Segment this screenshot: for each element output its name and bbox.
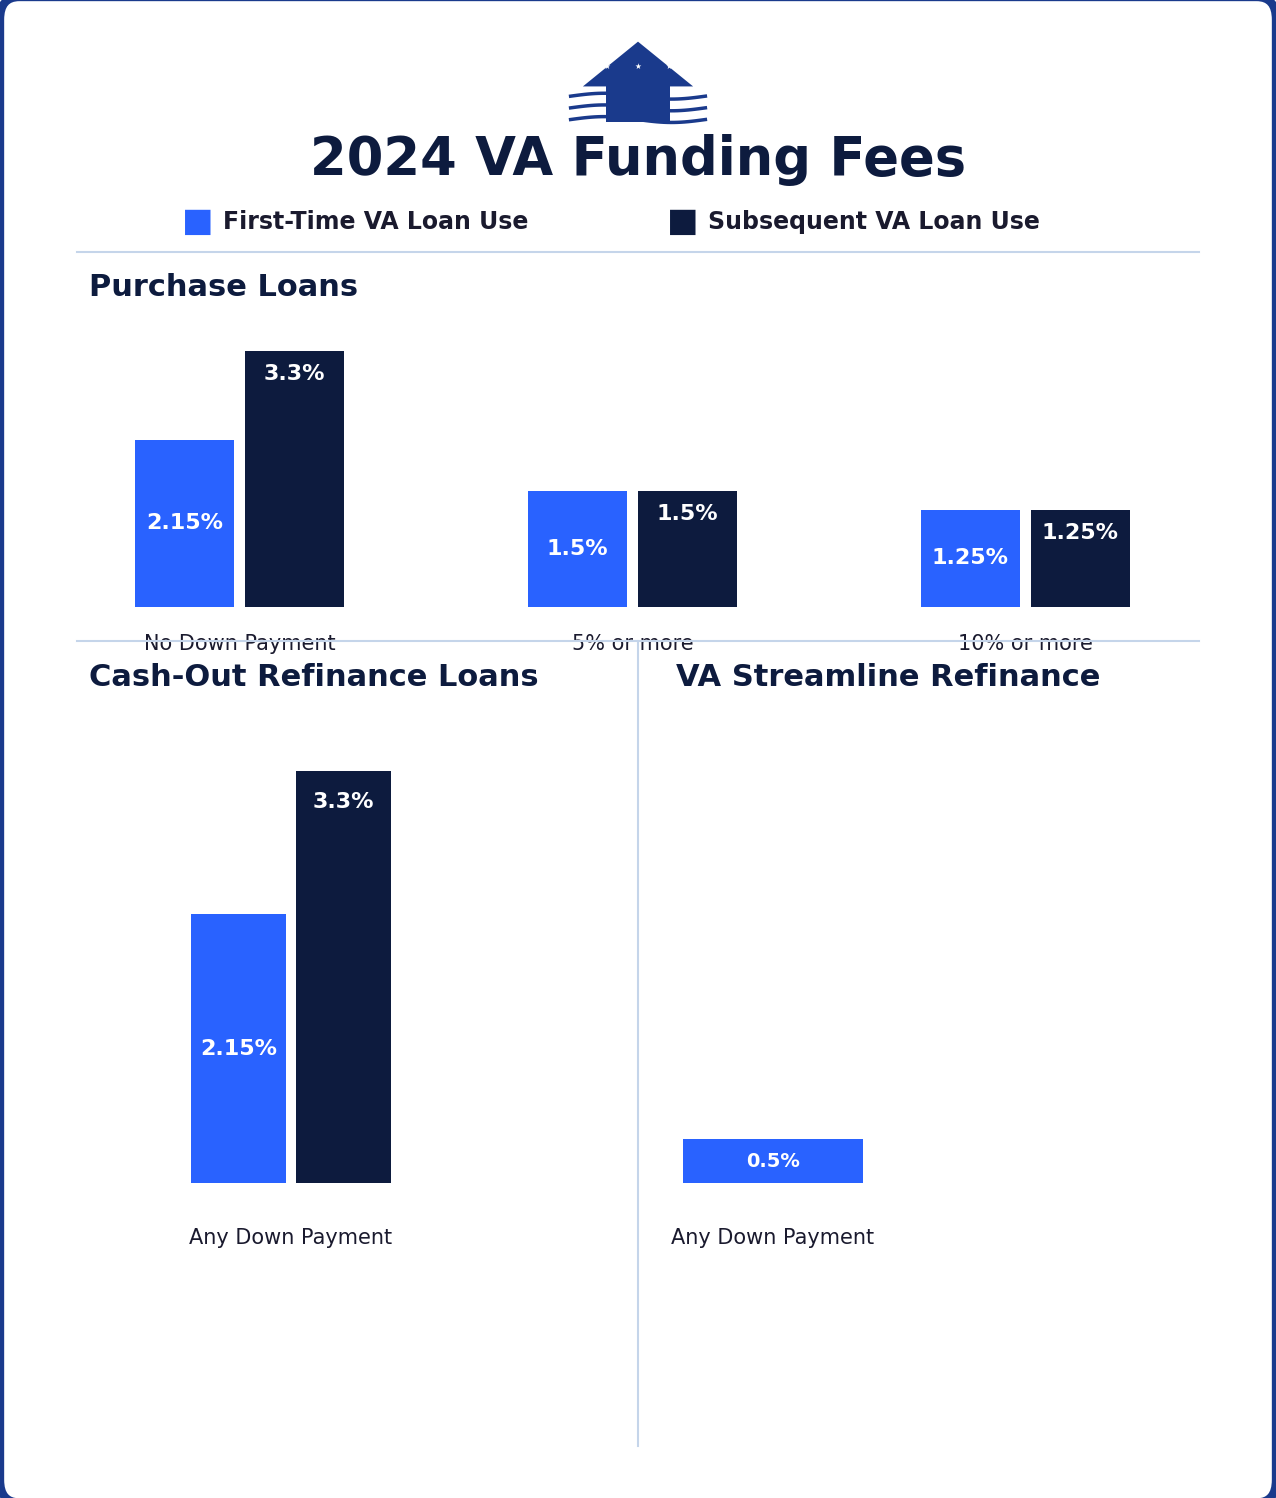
Text: Cash-Out Refinance Loans: Cash-Out Refinance Loans	[89, 662, 538, 692]
FancyBboxPatch shape	[606, 85, 670, 123]
Text: 1.5%: 1.5%	[546, 539, 609, 559]
Text: ★: ★	[665, 61, 672, 70]
Text: 10% or more: 10% or more	[958, 635, 1092, 655]
Text: 1.25%: 1.25%	[931, 548, 1009, 568]
Bar	[528, 490, 627, 607]
Text: 1.5%: 1.5%	[657, 503, 718, 524]
Bar	[191, 914, 286, 1183]
Text: 1.25%: 1.25%	[1042, 523, 1119, 542]
Text: 3.3%: 3.3%	[264, 364, 325, 385]
Text: 2.15%: 2.15%	[145, 514, 223, 533]
Text: 5% or more: 5% or more	[572, 635, 693, 655]
Text: Any Down Payment: Any Down Payment	[189, 1228, 393, 1248]
Text: 3.3%: 3.3%	[313, 792, 374, 812]
Bar	[683, 1138, 863, 1183]
Bar	[638, 490, 736, 607]
Text: Purchase Loans: Purchase Loans	[89, 273, 359, 303]
Text: First-Time VA Loan Use: First-Time VA Loan Use	[223, 210, 528, 234]
Text: 2.15%: 2.15%	[200, 1040, 277, 1059]
Text: VA Streamline Refinance: VA Streamline Refinance	[676, 662, 1101, 692]
Text: ★: ★	[604, 61, 611, 70]
Bar	[296, 770, 390, 1183]
Bar	[245, 351, 343, 607]
Bar	[135, 440, 234, 607]
Text: 2024 VA Funding Fees: 2024 VA Funding Fees	[310, 135, 966, 186]
Text: ■: ■	[182, 205, 213, 238]
Text: 0.5%: 0.5%	[745, 1152, 800, 1170]
Text: Any Down Payment: Any Down Payment	[671, 1228, 874, 1248]
Text: No Down Payment: No Down Payment	[144, 635, 336, 655]
Bar	[921, 509, 1020, 607]
Polygon shape	[583, 42, 693, 87]
Text: Subsequent VA Loan Use: Subsequent VA Loan Use	[708, 210, 1040, 234]
Text: ★: ★	[634, 61, 642, 70]
Text: ■: ■	[667, 205, 698, 238]
Bar	[1031, 509, 1129, 607]
